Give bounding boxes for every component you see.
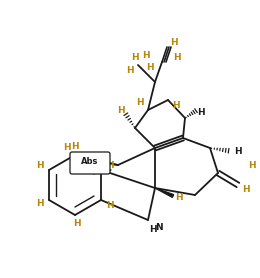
Text: H: H (248, 160, 256, 170)
Text: H: H (170, 38, 178, 46)
Text: H: H (136, 98, 144, 106)
Text: H: H (126, 66, 134, 75)
Text: H: H (172, 101, 180, 110)
Text: H: H (36, 162, 44, 170)
FancyBboxPatch shape (70, 152, 110, 174)
Text: H: H (197, 108, 205, 116)
Text: H: H (63, 143, 71, 152)
Text: H: H (73, 220, 81, 229)
Text: H: H (131, 53, 139, 61)
Text: H: H (106, 160, 114, 170)
Text: H: H (142, 51, 150, 59)
Text: H: H (149, 225, 157, 235)
Text: H: H (175, 193, 183, 202)
Text: H: H (106, 200, 114, 210)
Text: H: H (71, 142, 79, 150)
Text: H: H (173, 53, 181, 61)
Text: Abs: Abs (81, 158, 99, 167)
Text: H: H (146, 63, 154, 71)
Polygon shape (155, 188, 174, 197)
Text: H: H (102, 167, 110, 175)
Text: H: H (234, 147, 242, 155)
Text: H: H (242, 185, 250, 195)
Text: H: H (102, 155, 110, 163)
Text: H: H (117, 105, 125, 115)
Text: N: N (155, 222, 163, 232)
Text: H: H (36, 200, 44, 208)
